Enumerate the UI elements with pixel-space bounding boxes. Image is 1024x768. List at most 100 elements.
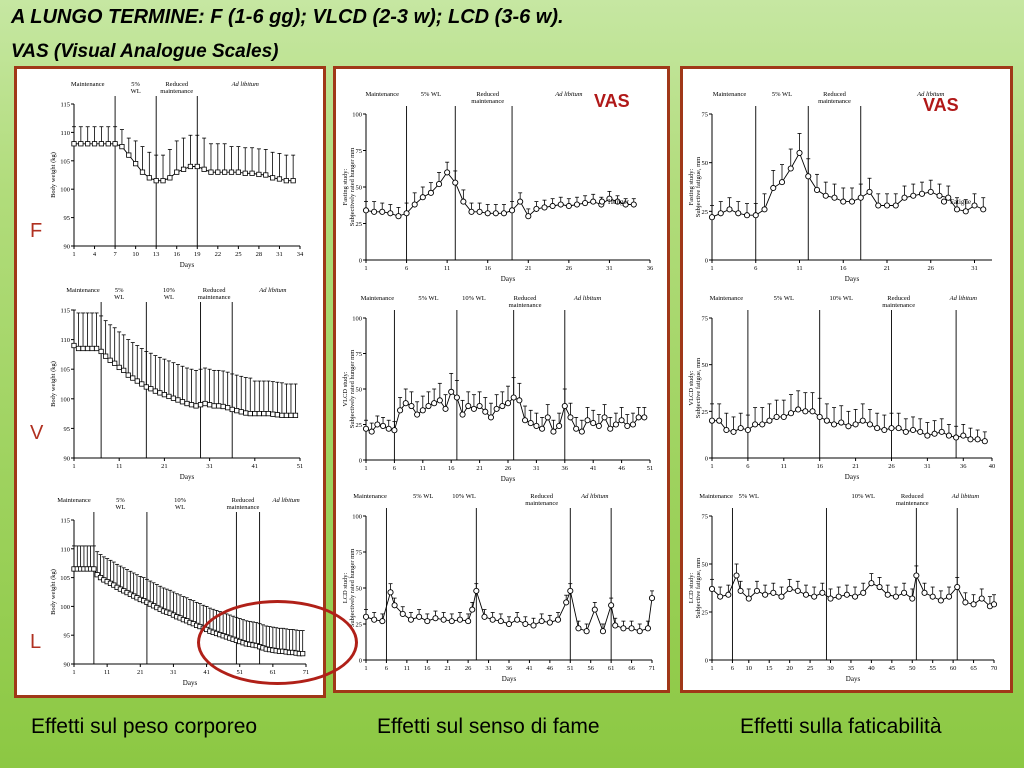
data-point xyxy=(708,214,716,221)
data-point xyxy=(786,585,793,593)
data-point xyxy=(194,163,200,170)
y-tick-label: 50 xyxy=(356,185,363,192)
x-tick-label: 51 xyxy=(567,665,574,672)
data-point xyxy=(624,422,631,429)
y-tick-label: 95 xyxy=(64,633,71,640)
x-tick-label: 55 xyxy=(929,665,936,672)
data-point xyxy=(931,430,938,437)
x-tick-label: 31 xyxy=(971,265,978,272)
data-point xyxy=(744,426,751,434)
data-point xyxy=(166,393,172,400)
x-tick-label: 31 xyxy=(206,463,213,470)
x-tick-label: 31 xyxy=(606,265,613,272)
fatigue-lcd-chart: 0 25 50 75 1 6 10 15 20 25 30 35 40 45 50 55 60 65 70 Days L… xyxy=(686,486,1004,688)
x-tick-label: 25 xyxy=(235,251,242,258)
data-point xyxy=(787,165,794,172)
data-point xyxy=(416,613,423,620)
hunger-fasting-chart: 0 25 50 75 100 1 6 11 16 21 26 31 36 Days Fasting stud… xyxy=(340,84,660,288)
data-point xyxy=(408,402,415,410)
phase-label: 5% WL xyxy=(739,493,759,500)
data-point xyxy=(436,397,443,404)
data-point xyxy=(892,202,899,209)
data-point xyxy=(201,166,207,172)
x-tick-label: 41 xyxy=(590,465,597,472)
phase-label: Maintenance xyxy=(361,295,395,302)
data-point xyxy=(225,405,231,411)
data-point xyxy=(482,408,489,415)
x-tick-label: 51 xyxy=(647,465,654,472)
data-point xyxy=(840,198,847,205)
data-point xyxy=(152,388,158,394)
x-axis-label: Days xyxy=(180,473,195,481)
data-point xyxy=(391,602,398,609)
data-point xyxy=(527,420,534,427)
x-tick-label: 31 xyxy=(170,669,177,676)
data-point xyxy=(578,428,585,435)
data-point xyxy=(460,198,467,205)
y-tick-label: 90 xyxy=(64,662,71,669)
data-point xyxy=(179,399,186,405)
x-tick-label: 1 xyxy=(364,265,367,272)
x-tick-label: 36 xyxy=(562,465,569,472)
data-point xyxy=(256,410,262,417)
data-point xyxy=(419,194,426,201)
data-point xyxy=(385,425,392,432)
data-point xyxy=(208,169,214,175)
x-axis-label: Days xyxy=(180,261,195,269)
data-point xyxy=(901,589,908,596)
data-point xyxy=(514,616,521,623)
data-point xyxy=(71,342,77,349)
data-point xyxy=(292,412,299,418)
data-point xyxy=(717,210,724,217)
x-tick-label: 22 xyxy=(215,251,222,258)
data-point xyxy=(567,414,574,421)
data-point xyxy=(202,400,208,407)
y-tick-label: 25 xyxy=(356,622,363,629)
data-point xyxy=(489,616,496,623)
x-tick-label: 21 xyxy=(884,265,891,272)
y-tick-label: 25 xyxy=(702,409,709,416)
data-point xyxy=(222,169,228,175)
data-point xyxy=(816,413,823,420)
data-point xyxy=(469,606,476,613)
caption-fatigue: Effetti sulla faticabilità xyxy=(740,715,942,738)
data-point xyxy=(442,405,449,412)
data-point xyxy=(170,395,177,401)
data-point xyxy=(252,410,258,417)
data-point xyxy=(723,426,730,434)
data-point xyxy=(962,599,969,606)
data-point xyxy=(126,152,132,158)
y-tick-label: 50 xyxy=(702,160,709,167)
data-point xyxy=(379,208,386,215)
data-point xyxy=(805,173,812,180)
data-point xyxy=(735,210,742,217)
x-tick-label: 4 xyxy=(93,251,97,258)
data-point xyxy=(539,425,546,432)
y-tick-label: 0 xyxy=(705,658,708,665)
data-point xyxy=(270,175,276,181)
data-point xyxy=(909,426,917,434)
x-tick-label: 45 xyxy=(889,665,896,672)
x-tick-label: 40 xyxy=(989,463,996,470)
x-tick-label: 21 xyxy=(525,265,532,272)
phase-label: Ad libitum xyxy=(258,287,287,294)
data-point xyxy=(261,410,267,417)
data-point xyxy=(448,388,455,395)
x-tick-label: 6 xyxy=(385,665,389,672)
phase-label: 10% WL xyxy=(851,493,875,500)
y-tick-label: 75 xyxy=(702,514,709,521)
data-point xyxy=(184,400,190,407)
side-label-v: V xyxy=(30,422,44,444)
data-point xyxy=(819,589,826,596)
data-point xyxy=(967,436,974,443)
x-tick-label: 30 xyxy=(827,665,834,672)
x-tick-label: 65 xyxy=(970,665,977,672)
data-point xyxy=(612,421,619,428)
data-point xyxy=(283,412,290,418)
y-tick-label: 25 xyxy=(702,209,709,216)
x-axis-label: Days xyxy=(501,275,516,283)
legend-label: Fatigue xyxy=(950,198,971,206)
data-point xyxy=(91,566,97,572)
legend-marker xyxy=(598,198,606,205)
